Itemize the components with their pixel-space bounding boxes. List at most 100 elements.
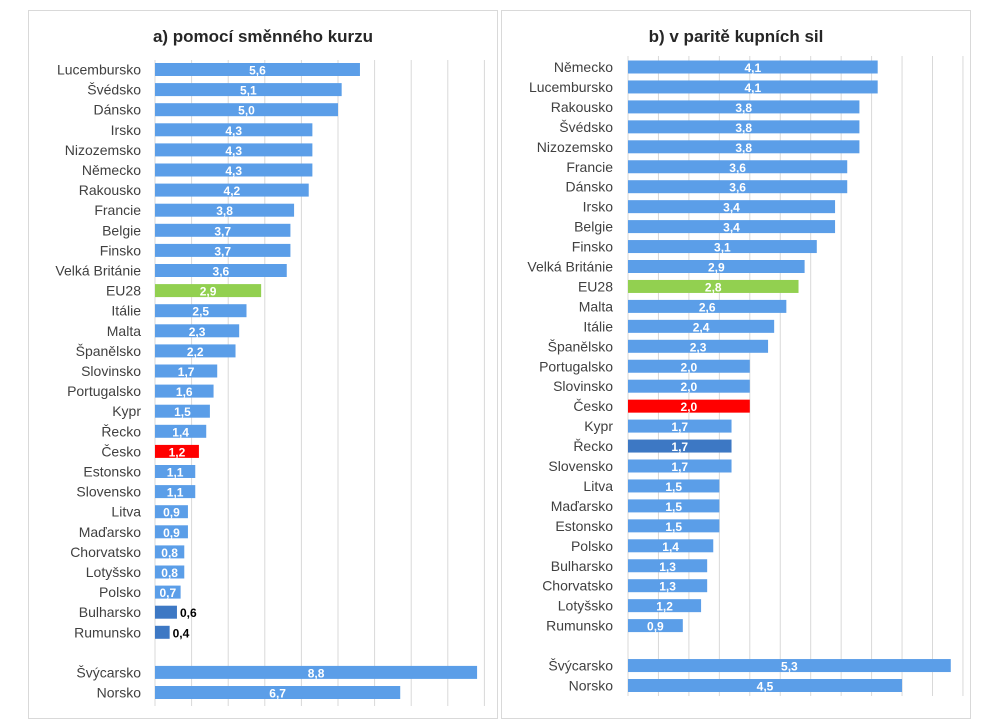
value-label-b: 2,0: [681, 380, 698, 394]
bar-a: [155, 665, 478, 679]
category-label-a: Polsko: [99, 584, 141, 600]
value-label-a: 0,9: [163, 506, 180, 520]
category-label-b: Finsko: [572, 239, 613, 255]
value-label-a: 3,7: [214, 224, 231, 238]
bar-b: [628, 339, 769, 353]
category-label-a: Rumunsko: [74, 624, 141, 640]
bar-a: [155, 203, 295, 217]
category-label-b: Švédsko: [559, 119, 613, 135]
category-label-b: Dánsko: [566, 179, 614, 195]
value-label-b: 1,7: [671, 460, 688, 474]
bar-b: [628, 679, 903, 692]
category-label-a: Finsko: [100, 242, 141, 258]
value-label-a: 1,2: [169, 445, 186, 459]
bar-b: [628, 479, 720, 493]
bar-b: [628, 539, 714, 553]
bar-a: [155, 545, 185, 559]
category-label-b: Slovensko: [548, 458, 613, 474]
value-label-a: 3,6: [213, 265, 230, 279]
bar-b: [628, 579, 708, 593]
value-label-a: 1,6: [176, 385, 193, 399]
bar-a: [155, 485, 196, 499]
value-label-b: 1,2: [656, 600, 673, 614]
bar-a: [155, 404, 210, 418]
category-label-a: Irsko: [111, 122, 142, 138]
category-label-b: EU28: [578, 278, 613, 294]
category-label-b: Rakousko: [551, 99, 613, 115]
category-label-b: Irsko: [583, 199, 614, 215]
value-label-a: 4,3: [225, 164, 242, 178]
category-label-a: EU28: [106, 283, 141, 299]
bar-b: [628, 619, 683, 633]
category-label-a: Francie: [94, 202, 141, 218]
bar-b: [628, 120, 860, 134]
bar-b: [628, 399, 750, 413]
value-label-b: 3,8: [735, 121, 752, 135]
bar-b: [628, 140, 860, 154]
value-label-b: 3,1: [714, 241, 731, 255]
value-label-a: 2,5: [192, 305, 209, 319]
bar-a: [155, 384, 214, 398]
bar-b: [628, 100, 860, 114]
category-label-b: Itálie: [583, 318, 613, 334]
value-label-b: 1,5: [665, 500, 682, 514]
bar-b: [628, 319, 775, 333]
value-label-a: 0,8: [161, 546, 178, 560]
bar-b: [628, 459, 732, 473]
category-label-b: Kypr: [584, 418, 613, 434]
bar-a: [155, 605, 177, 619]
category-label-a: Belgie: [102, 222, 141, 238]
category-label-b: Chorvatsko: [542, 578, 613, 594]
value-label-b: 2,6: [699, 300, 716, 314]
category-label-a: Chorvatsko: [70, 544, 141, 560]
value-label-a: 1,7: [178, 365, 195, 379]
category-label-b: Belgie: [574, 219, 613, 235]
category-label-b: Rumunsko: [546, 618, 613, 634]
value-label-a: 5,6: [249, 64, 266, 78]
category-label-b: Estonsko: [555, 518, 613, 534]
category-label-a: Lucembursko: [57, 62, 141, 78]
category-label-a: Nizozemsko: [65, 142, 141, 158]
value-label-b: 3,8: [735, 141, 752, 155]
bar-a: [155, 143, 313, 157]
bar-a: [155, 505, 188, 519]
bar-a: [155, 344, 236, 358]
value-label-a: 3,7: [214, 244, 231, 258]
category-label-b: Malta: [579, 298, 613, 314]
category-label-a: Řecko: [101, 423, 141, 439]
value-label-b: 3,8: [735, 101, 752, 115]
value-label-b: 1,3: [659, 580, 676, 594]
category-label-a: Rakousko: [79, 182, 141, 198]
category-label-b: Německo: [554, 59, 613, 75]
bar-a: [155, 465, 196, 478]
bar-a: [155, 444, 199, 458]
bar-a: [155, 686, 401, 699]
bar-b: [628, 80, 878, 94]
value-label-b: 2,4: [693, 320, 710, 334]
value-label-b: 1,7: [671, 420, 688, 434]
bar-a: [155, 63, 360, 76]
bar-b: [628, 220, 836, 234]
bar-b: [628, 180, 848, 194]
value-label-b: 1,5: [665, 480, 682, 494]
category-label-b: Řecko: [573, 438, 613, 454]
bar-b: [628, 419, 732, 433]
value-label-b: 1,7: [671, 440, 688, 454]
bar-b: [628, 200, 836, 214]
bar-a: [155, 264, 287, 277]
category-label-a: Malta: [107, 323, 141, 339]
category-label-a: Maďarsko: [79, 524, 142, 540]
bar-a: [155, 223, 291, 237]
bar-b: [628, 240, 817, 254]
value-label-b: 2,3: [690, 340, 707, 354]
value-label-b: 4,1: [745, 81, 762, 95]
category-label-a: Německo: [82, 162, 141, 178]
value-label-a: 8,8: [308, 666, 325, 680]
category-label-a: Česko: [101, 443, 141, 459]
category-label-a: Portugalsko: [67, 383, 141, 399]
bar-a: [155, 424, 207, 438]
value-label-b: 4,1: [745, 61, 762, 75]
value-label-b: 2,0: [681, 360, 698, 374]
value-label-a: 0,4: [173, 626, 190, 640]
bar-b: [628, 299, 787, 313]
